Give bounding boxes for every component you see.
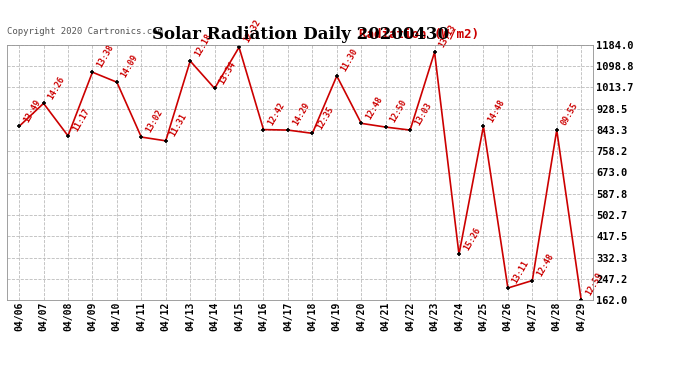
Text: Copyright 2020 Cartronics.com: Copyright 2020 Cartronics.com [7, 27, 163, 36]
Text: 09:55: 09:55 [560, 101, 580, 127]
Text: 12:48: 12:48 [364, 94, 384, 121]
Point [185, 58, 196, 64]
Point [429, 49, 440, 55]
Text: 15:26: 15:26 [462, 225, 482, 252]
Point [307, 130, 318, 136]
Text: 12:42: 12:42 [266, 100, 286, 127]
Point [551, 127, 562, 133]
Point [356, 120, 367, 126]
Point [258, 127, 269, 133]
Text: 12:35: 12:35 [315, 104, 335, 130]
Point [404, 127, 415, 133]
Text: 14:29: 14:29 [290, 101, 311, 127]
Point [233, 44, 244, 50]
Title: Solar Radiation Daily 20200430: Solar Radiation Daily 20200430 [152, 27, 449, 44]
Point [160, 138, 171, 144]
Point [63, 133, 74, 139]
Text: 13:03: 13:03 [413, 101, 433, 127]
Point [331, 73, 342, 79]
Text: 11:30: 11:30 [339, 47, 360, 73]
Text: 13:02: 13:02 [144, 108, 164, 134]
Point [38, 100, 49, 106]
Text: 13:34: 13:34 [217, 60, 237, 86]
Point [453, 251, 464, 257]
Point [502, 285, 513, 291]
Text: 12:48: 12:48 [535, 252, 555, 278]
Point [478, 123, 489, 129]
Point [380, 124, 391, 130]
Text: 12:18: 12:18 [193, 32, 213, 58]
Text: 14:09: 14:09 [119, 53, 140, 80]
Point [87, 69, 98, 75]
Text: 13:11: 13:11 [511, 259, 531, 285]
Point [111, 79, 122, 85]
Text: 11:31: 11:31 [168, 112, 189, 138]
Point [575, 297, 586, 303]
Text: 12:59: 12:59 [584, 271, 604, 297]
Text: 13:38: 13:38 [95, 43, 115, 69]
Text: 13:49: 13:49 [22, 98, 42, 124]
Point [526, 278, 538, 284]
Text: 13:13: 13:13 [437, 23, 457, 50]
Text: 11:17: 11:17 [71, 107, 91, 133]
Text: 12:50: 12:50 [388, 98, 408, 124]
Text: 14:48: 14:48 [486, 98, 506, 124]
Text: 12:32: 12:32 [241, 18, 262, 45]
Point [209, 86, 220, 92]
Text: 14:26: 14:26 [46, 75, 67, 100]
Text: Radiation (W/m2): Radiation (W/m2) [359, 27, 479, 40]
Point [136, 134, 147, 140]
Point [282, 127, 293, 133]
Point [14, 123, 25, 129]
